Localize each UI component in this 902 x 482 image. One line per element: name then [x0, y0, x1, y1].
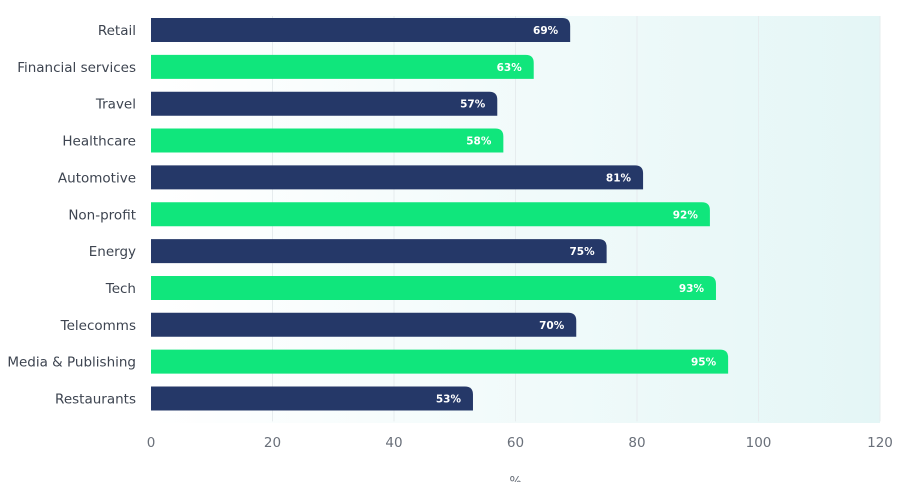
category-label: Retail: [98, 23, 136, 39]
bar: [151, 349, 729, 374]
x-tick-label: 0: [147, 435, 156, 451]
bar-value-label: 57%: [460, 99, 486, 111]
x-axis-ticks: 0 20 40 60 80 100 120: [147, 435, 893, 451]
bar: [151, 18, 571, 42]
bars: 69% 63% 57% 58% 81% 92% 75% 93% 70% 95% 53%: [151, 18, 729, 411]
bar-value-label: 63%: [497, 62, 523, 74]
category-label: Travel: [95, 97, 136, 113]
category-label: Media & Publishing: [7, 355, 136, 371]
bar-value-label: 58%: [466, 136, 492, 148]
bar: [151, 386, 473, 411]
category-label: Financial services: [17, 60, 136, 76]
category-label: Restaurants: [55, 392, 136, 408]
bar: [151, 165, 644, 190]
bar-value-label: 93%: [679, 283, 705, 295]
category-label: Healthcare: [62, 134, 136, 150]
bar-value-label: 75%: [569, 246, 595, 258]
x-tick-label: 40: [385, 435, 402, 451]
category-label: Energy: [89, 244, 136, 260]
x-tick-label: 120: [867, 435, 893, 451]
category-label: Automotive: [58, 170, 136, 186]
bar: [151, 128, 504, 153]
category-label: Telecomms: [60, 318, 136, 334]
x-tick-label: 20: [264, 435, 281, 451]
bar: [151, 91, 498, 116]
bar-value-label: 81%: [606, 172, 632, 184]
x-axis-title: %: [509, 475, 521, 482]
x-tick-label: 60: [507, 435, 524, 451]
x-tick-label: 100: [746, 435, 772, 451]
x-tick-label: 80: [628, 435, 645, 451]
category-label: Non-profit: [68, 207, 136, 223]
category-label: Tech: [105, 281, 136, 297]
bar: [151, 54, 534, 79]
category-labels: Retail Financial services Travel Healthcare…: [7, 23, 136, 408]
bar: [151, 202, 710, 227]
bar-value-label: 95%: [691, 357, 717, 369]
bar: [151, 239, 607, 264]
bar-value-label: 69%: [533, 25, 559, 37]
bar-value-label: 92%: [673, 209, 699, 221]
bar-value-label: 53%: [436, 394, 462, 406]
bar: [151, 275, 716, 300]
bar: [151, 312, 577, 337]
bar-value-label: 70%: [539, 320, 565, 332]
